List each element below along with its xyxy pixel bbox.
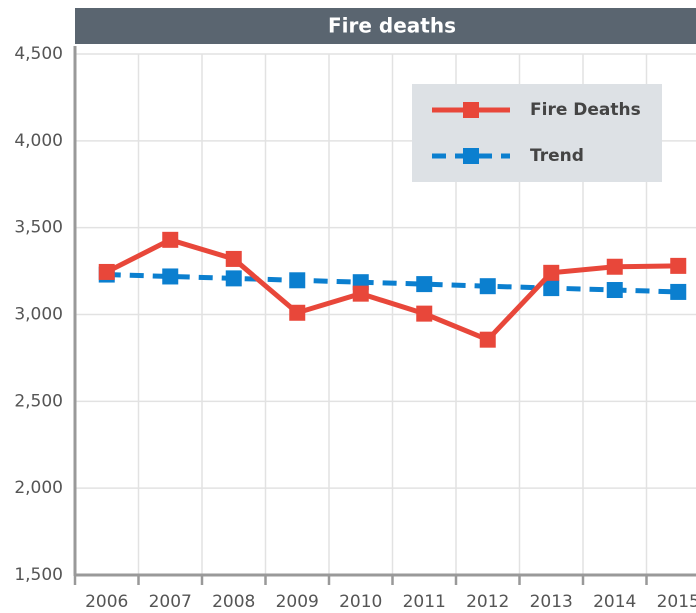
y-tick-label: 2,500 — [14, 391, 63, 411]
y-tick-label: 4,000 — [14, 131, 63, 151]
data-point — [416, 276, 433, 293]
legend-label: Trend — [530, 146, 584, 166]
data-point — [479, 331, 496, 348]
x-tick-label: 2007 — [149, 592, 192, 612]
chart-title: Fire deaths — [328, 14, 456, 38]
data-point — [606, 282, 623, 299]
series-line — [106, 272, 679, 295]
data-point — [162, 231, 179, 248]
y-tick-label: 4,500 — [14, 44, 63, 64]
y-tick-label: 3,000 — [14, 305, 63, 325]
data-point — [352, 285, 369, 302]
data-point — [98, 263, 115, 280]
series-line — [105, 237, 679, 343]
x-tick-label: 2011 — [403, 592, 446, 612]
x-tick-label: 2010 — [339, 592, 382, 612]
legend-marker — [463, 102, 479, 118]
data-point — [225, 250, 242, 267]
x-tick-label: 2009 — [276, 592, 319, 612]
y-tick-label: 1,500 — [14, 565, 63, 585]
data-point — [670, 257, 687, 274]
legend-label: Fire Deaths — [530, 100, 641, 120]
x-tick-label: 2014 — [593, 592, 636, 612]
data-point — [162, 268, 179, 285]
x-tick-label: 2006 — [85, 592, 128, 612]
x-tick-label: 2013 — [530, 592, 573, 612]
legend-marker — [463, 148, 479, 164]
y-tick-label: 3,500 — [14, 218, 63, 238]
data-point — [416, 305, 433, 322]
data-point — [479, 278, 496, 295]
data-point — [225, 270, 242, 287]
x-tick-label: 2015 — [657, 592, 696, 612]
data-point — [543, 264, 560, 281]
data-point — [289, 272, 306, 289]
data-point — [606, 258, 623, 275]
legend: Fire Deaths Trend — [412, 84, 662, 182]
title-bar — [75, 8, 696, 44]
data-point — [543, 280, 560, 297]
x-tick-label: 2008 — [212, 592, 255, 612]
data-point — [670, 283, 687, 300]
legend-box — [412, 84, 662, 182]
data-point — [289, 304, 306, 321]
y-tick-label: 2,000 — [14, 478, 63, 498]
x-tick-label: 2012 — [466, 592, 509, 612]
